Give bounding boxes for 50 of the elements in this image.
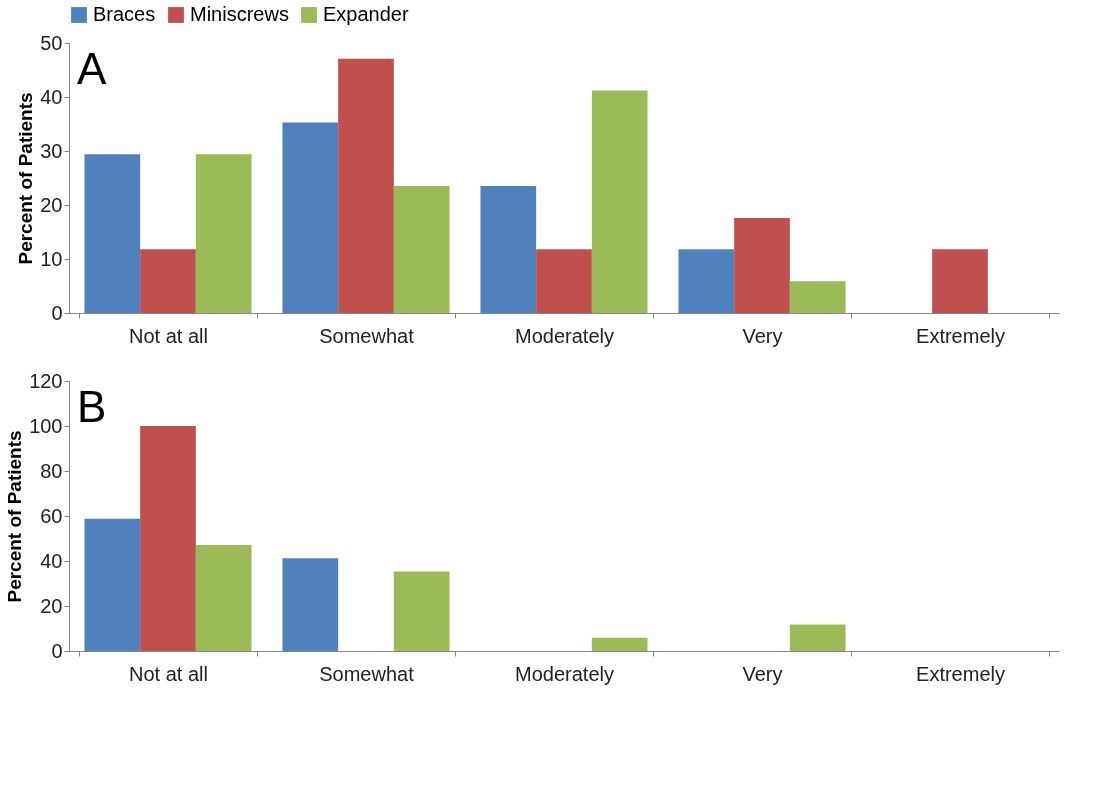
legend-label: Miniscrews	[190, 3, 289, 25]
bar	[536, 249, 592, 313]
y-tick-label: 40	[40, 549, 63, 572]
y-tick-label: 0	[51, 639, 63, 662]
y-axis-title: Percent of Patients	[4, 430, 26, 603]
bar	[195, 154, 252, 313]
x-tick-label: Very	[742, 662, 783, 685]
bar	[282, 558, 339, 651]
y-tick-label: 120	[29, 369, 63, 392]
bar	[393, 571, 450, 651]
x-tick-label: Somewhat	[319, 324, 415, 347]
bar	[338, 58, 394, 313]
x-tick-label: Extremely	[916, 662, 1005, 685]
x-tick-label: Very	[742, 324, 783, 347]
y-tick-label: 20	[40, 594, 63, 617]
legend-label: Expander	[323, 3, 409, 25]
x-tick-label: Not at all	[129, 324, 208, 347]
y-tick-label: 0	[51, 301, 63, 324]
bar	[393, 186, 450, 313]
y-axis-title: Percent of Patients	[15, 92, 37, 265]
annotation: A	[77, 44, 107, 93]
bar	[282, 122, 339, 313]
y-tick-label: 100	[29, 414, 63, 437]
bar	[678, 249, 735, 313]
bar	[195, 545, 252, 651]
bar	[789, 281, 846, 313]
x-tick-label: Not at all	[129, 662, 208, 685]
x-tick-label: Moderately	[515, 324, 614, 347]
y-tick-label: 50	[40, 31, 63, 54]
bar	[789, 624, 846, 651]
y-tick-label: 30	[40, 139, 63, 162]
bar	[734, 217, 790, 313]
bar	[140, 249, 196, 313]
x-tick-label: Extremely	[916, 324, 1005, 347]
x-tick-label: Moderately	[515, 662, 614, 685]
y-tick-label: 60	[40, 504, 63, 527]
x-tick-label: Somewhat	[319, 662, 415, 685]
y-tick-label: 20	[40, 193, 63, 216]
bar	[591, 637, 648, 651]
y-tick-label: 10	[40, 247, 63, 270]
bar	[84, 154, 141, 313]
y-tick-label: 80	[40, 459, 63, 482]
annotation: B	[77, 382, 107, 431]
bar	[84, 518, 141, 651]
bar	[591, 90, 648, 313]
bar	[140, 426, 196, 651]
bar	[480, 186, 537, 313]
y-tick-label: 40	[40, 85, 63, 108]
bar	[932, 249, 988, 313]
legend-label: Braces	[93, 3, 156, 25]
